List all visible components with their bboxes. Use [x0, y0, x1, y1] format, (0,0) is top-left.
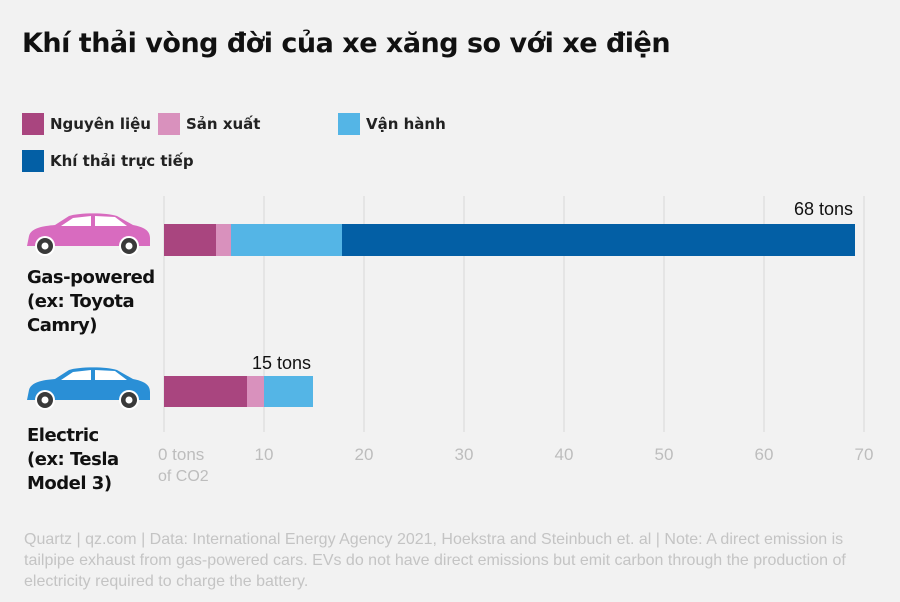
sedan-car-icon	[27, 213, 150, 256]
x-tick-label: 40	[555, 445, 574, 464]
data-labels: 68 tons 15 tons	[252, 199, 853, 373]
bar-segment	[342, 224, 855, 256]
car-label-line: Camry)	[27, 315, 97, 336]
electric-car-label: Electric (ex: Tesla Model 3)	[27, 424, 119, 496]
source-note: Quartz | qz.com | Data: International En…	[24, 531, 846, 590]
x-tick-label: 0 tons	[158, 445, 204, 464]
bar-segment	[216, 224, 231, 256]
sedan-car-icon	[27, 367, 150, 410]
gas-car-label: Gas-powered (ex: Toyota Camry)	[27, 266, 155, 338]
x-tick-label: 60	[755, 445, 774, 464]
stacked-bar-chart: 0 tons of CO2 10 20 30 40 50 60 70 68 tons 15 ton…	[158, 196, 873, 485]
legend-label: Sản xuất	[186, 115, 261, 133]
bar-segment	[164, 224, 216, 256]
car-label-line: (ex: Tesla	[27, 449, 119, 470]
x-tick-label: 20	[355, 445, 374, 464]
chart-title: Khí thải vòng đời của xe xăng so với xe …	[22, 28, 671, 59]
legend-swatch	[338, 113, 360, 135]
x-axis-ticks: 0 tons of CO2 10 20 30 40 50 60 70	[158, 445, 873, 485]
legend-label: Vận hành	[366, 115, 446, 133]
legend-label: Nguyên liệu	[50, 115, 151, 133]
bar-segment	[247, 376, 264, 407]
bar-segment	[264, 376, 313, 407]
legend-item-direct-emissions: Khí thải trực tiếp	[22, 150, 194, 172]
legend-item-operation: Vận hành	[338, 113, 446, 135]
x-tick-label: 50	[655, 445, 674, 464]
legend-label: Khí thải trực tiếp	[50, 152, 194, 170]
x-tick-sublabel: of CO2	[158, 468, 209, 485]
x-tick-label: 30	[455, 445, 474, 464]
legend-swatch	[22, 113, 44, 135]
bar-total-label: 68 tons	[794, 199, 853, 219]
legend-swatch	[22, 150, 44, 172]
chart-bars	[164, 224, 855, 407]
car-label-line: (ex: Toyota	[27, 291, 135, 312]
bar-segment	[231, 224, 342, 256]
bar-segment	[164, 376, 247, 407]
bar-total-label: 15 tons	[252, 353, 311, 373]
x-tick-label: 70	[855, 445, 874, 464]
x-tick-label: 10	[255, 445, 274, 464]
car-label-line: Electric	[27, 425, 99, 446]
legend-item-raw-materials: Nguyên liệu	[22, 113, 151, 135]
car-label-line: Gas-powered	[27, 267, 155, 288]
car-label-line: Model 3)	[27, 473, 112, 494]
legend-swatch	[158, 113, 180, 135]
legend-item-manufacturing: Sản xuất	[158, 113, 260, 135]
